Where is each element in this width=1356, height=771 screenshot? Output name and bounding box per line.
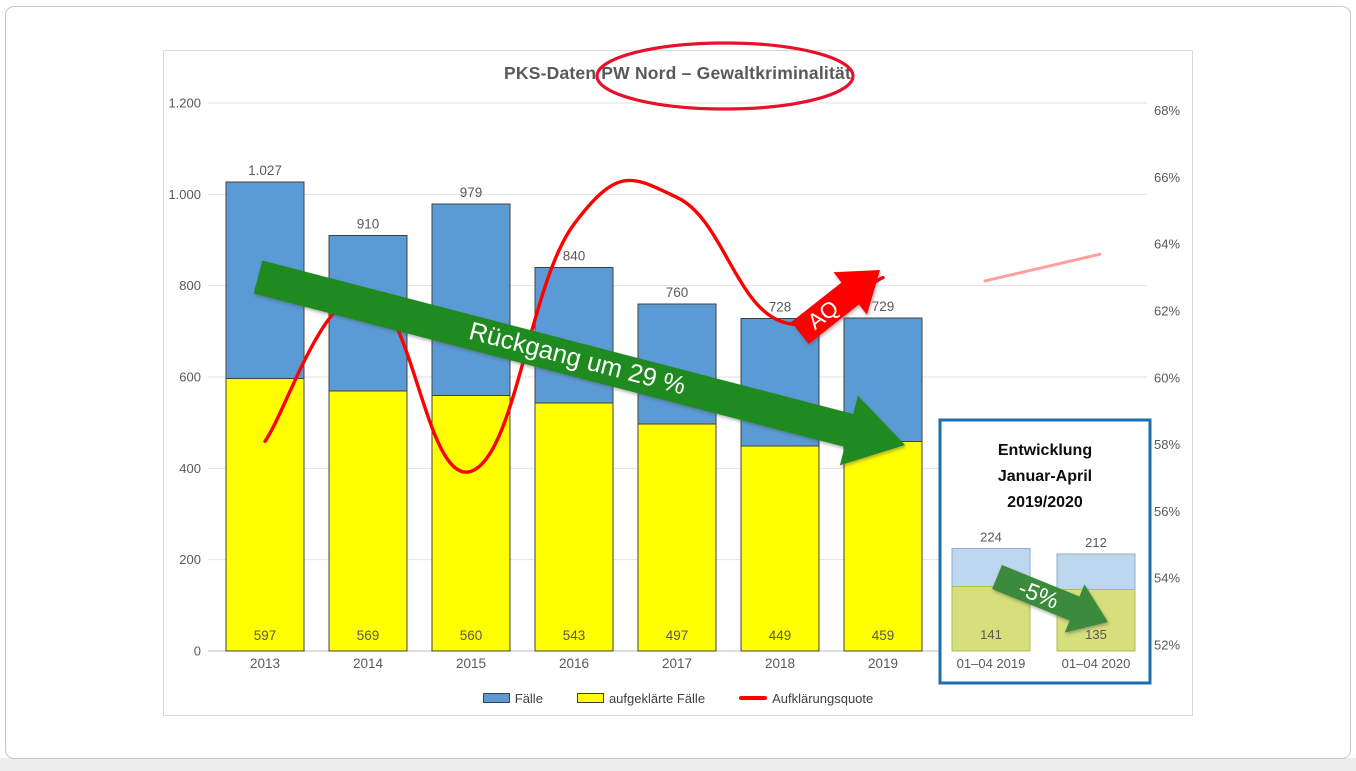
x-axis-label: 2019	[868, 656, 898, 671]
bar-aufgeklaert-2018	[740, 445, 820, 652]
left-axis-tick: 200	[179, 552, 201, 567]
bar-total-label: 729	[872, 299, 895, 314]
right-axis-tick: 62%	[1154, 304, 1180, 319]
bar-solved-label: 543	[563, 628, 586, 643]
legend-label-aufgeklaerte-faelle: aufgeklärte Fälle	[608, 690, 706, 706]
chart-title: PKS-Daten PW Nord – Gewaltkriminalität	[504, 63, 851, 83]
inset-title-line1: Entwicklung	[997, 442, 1093, 459]
inset-total-label: 224	[980, 530, 1002, 545]
legend-label-aufklaerungsquote: Aufklärungsquote	[772, 690, 874, 706]
legend-swatch-aufklaerungsquote	[739, 696, 768, 700]
bar-aufgeklaert-2017	[637, 423, 717, 652]
bar-total-label: 840	[563, 248, 586, 263]
x-axis-label: 2015	[456, 656, 486, 671]
bar-solved-label: 560	[460, 628, 483, 643]
x-axis-label: 2017	[662, 656, 692, 671]
bar-aufgeklaert-2014	[328, 390, 408, 652]
chart-panel: 1.200 1.000 800 600 400 200 0 68% 66% 64% 62% 60% 58…	[163, 50, 1193, 716]
bar-aufgeklaert-2016	[534, 402, 614, 652]
bar-solved-label: 459	[872, 628, 895, 643]
right-axis-tick: 56%	[1154, 504, 1180, 519]
legend-swatch-aufgeklaerte-faelle	[576, 693, 604, 703]
bar-solved-label: 569	[357, 628, 380, 643]
left-axis-tick: 400	[179, 461, 201, 476]
bar-solved-label: 497	[666, 628, 689, 643]
x-axis-label: 2018	[765, 656, 795, 671]
bar-total-label: 760	[666, 285, 689, 300]
inset-x-axis-label: 01–04 2019	[957, 656, 1026, 671]
x-axis-label: 2014	[353, 656, 384, 671]
inset-title-line3: 2019/2020	[1007, 494, 1083, 511]
inset-title-line2: Januar-April	[997, 468, 1093, 485]
bar-solved-label: 449	[769, 628, 792, 643]
x-axis-label: 2016	[559, 656, 589, 671]
bar-total-label: 1.027	[248, 163, 282, 178]
right-axis-tick: 54%	[1154, 571, 1180, 586]
inset-total-label: 212	[1085, 535, 1107, 550]
right-axis-tick: 68%	[1154, 103, 1180, 118]
right-axis-tick: 64%	[1154, 237, 1180, 252]
left-axis-tick: 0	[194, 644, 201, 659]
right-axis-tick: 60%	[1154, 370, 1180, 385]
right-axis-tick: 58%	[1154, 437, 1180, 452]
chart-legend: Fälle aufgeklärte Fälle Aufklärungsquote	[163, 686, 1193, 710]
bar-total-label: 910	[357, 216, 380, 231]
left-axis-tick: 1.000	[168, 187, 201, 202]
chart-canvas: 1.200 1.000 800 600 400 200 0 68% 66% 64% 62% 60% 58…	[163, 50, 1193, 716]
legend-label-faelle: Fälle	[514, 690, 543, 706]
bar-total-label: 979	[460, 185, 483, 200]
x-axis-label: 2013	[250, 656, 280, 671]
inset-title: Entwicklung Januar-April 2019/2020	[940, 438, 1150, 516]
right-axis-tick: 66%	[1154, 170, 1180, 185]
bar-solved-label: 597	[254, 628, 277, 643]
legend-swatch-faelle	[482, 693, 510, 703]
inset-x-axis-label: 01–04 2020	[1062, 656, 1131, 671]
left-axis-tick: 1.200	[168, 96, 201, 111]
left-axis-tick: 600	[179, 370, 201, 385]
bar-aufgeklaert-2019	[843, 440, 923, 652]
bar-total-label: 728	[769, 300, 792, 315]
legend-item-aufklaerungsquote: Aufklärungsquote	[739, 691, 873, 706]
inset-solved-label: 135	[1085, 627, 1107, 642]
left-axis-tick: 800	[179, 278, 201, 293]
inset-solved-label: 141	[980, 627, 1002, 642]
right-axis-tick: 52%	[1154, 638, 1180, 653]
inset-aq-line	[983, 252, 1102, 283]
bar-aufgeklaert-2013	[225, 377, 305, 652]
legend-item-faelle: Fälle	[482, 690, 543, 706]
page-bottom-strip	[0, 758, 1356, 771]
legend-item-aufgeklaerte-faelle: aufgeklärte Fälle	[576, 690, 706, 706]
